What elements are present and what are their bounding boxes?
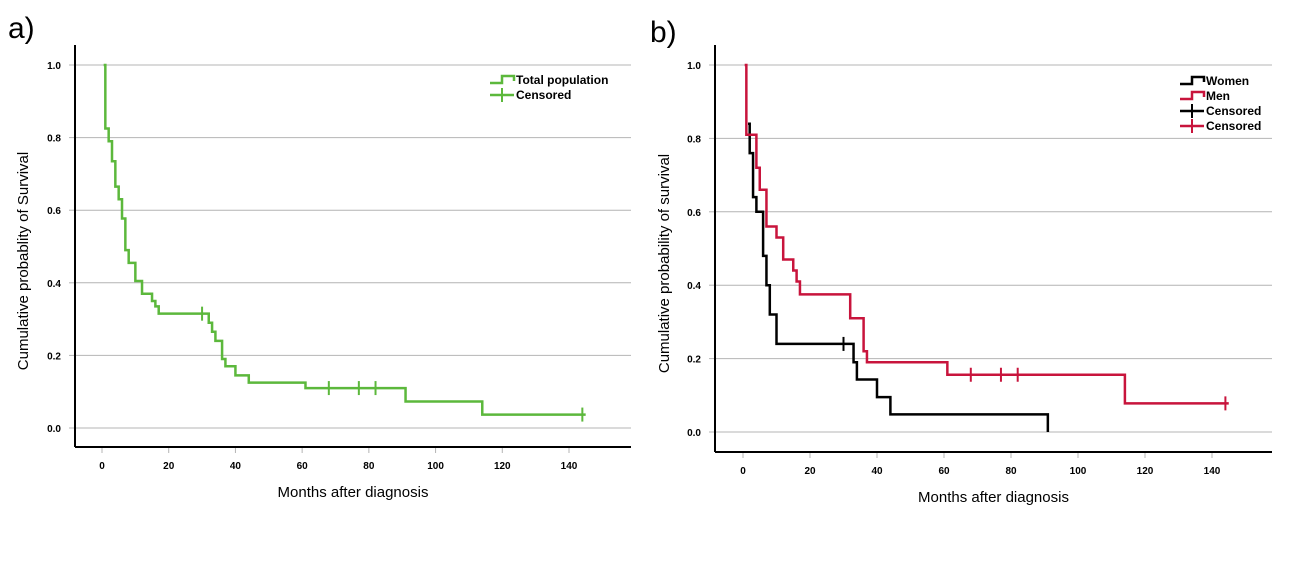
y-tick-label: 0.6 [687, 208, 701, 219]
x-tick-label: 120 [494, 461, 511, 472]
x-tick-label: 60 [297, 461, 309, 472]
panel-a-label: a) [8, 12, 35, 45]
y-tick-label: 0.8 [47, 134, 61, 145]
x-tick-label: 100 [1070, 466, 1087, 477]
y-tick-label: 0.0 [47, 424, 61, 435]
panel-b-label: b) [650, 16, 677, 49]
legend-label: Men [1206, 89, 1230, 103]
x-tick-label: 0 [99, 461, 105, 472]
series-total-population [103, 63, 586, 422]
series-women [748, 122, 1050, 432]
legend-label: Women [1206, 74, 1249, 88]
survival-curve [744, 63, 1229, 405]
x-tick-label: 40 [230, 461, 242, 472]
legend-step-icon [1180, 90, 1206, 101]
y-tick-label: 0.6 [47, 206, 61, 217]
x-tick-label: 80 [363, 461, 375, 472]
x-tick-label: 140 [1204, 466, 1221, 477]
y-tick-label: 0.2 [687, 355, 701, 366]
x-tick-label: 120 [1137, 466, 1154, 477]
series-men [744, 63, 1229, 411]
x-tick-label: 0 [740, 466, 746, 477]
survival-curve [748, 122, 1050, 432]
x-axis-title: Months after diagnosis [278, 484, 429, 501]
chart-panel-a: 0.0 0.2 0.4 0.6 0.8 1.0 0 20 40 60 80 100 120 140 Mont… [15, 45, 631, 501]
x-tick-label: 40 [871, 466, 883, 477]
legend-label: Censored [1206, 119, 1261, 133]
y-tick-label: 1.0 [687, 61, 701, 72]
y-tick-label: 0.4 [47, 279, 61, 290]
survival-curve [103, 63, 586, 416]
y-tick-label: 0.2 [47, 351, 61, 362]
y-tick-label: 0.8 [687, 134, 701, 145]
y-tick-label: 0.4 [687, 281, 701, 292]
y-axis-title: Cumulative probability of survival [656, 154, 673, 373]
y-tick-label: 0.0 [687, 428, 701, 439]
legend-label: Total population [516, 73, 608, 87]
legend-step-icon [1180, 75, 1206, 86]
x-tick-label: 20 [804, 466, 816, 477]
y-axis-title: Cumulative probablity of Survival [15, 152, 32, 370]
legend-step-icon [490, 74, 516, 85]
legend-label: Censored [1206, 104, 1261, 118]
x-tick-label: 20 [163, 461, 175, 472]
legend-label: Censored [516, 88, 571, 102]
x-tick-label: 80 [1005, 466, 1017, 477]
y-tick-label: 1.0 [47, 61, 61, 72]
x-axis-title: Months after diagnosis [918, 489, 1069, 506]
chart-panel-b: 0.0 0.2 0.4 0.6 0.8 1.0 0 20 40 60 80 100 120 140 Mont… [656, 45, 1272, 506]
x-tick-label: 60 [938, 466, 950, 477]
x-tick-label: 100 [427, 461, 444, 472]
x-tick-label: 140 [561, 461, 578, 472]
